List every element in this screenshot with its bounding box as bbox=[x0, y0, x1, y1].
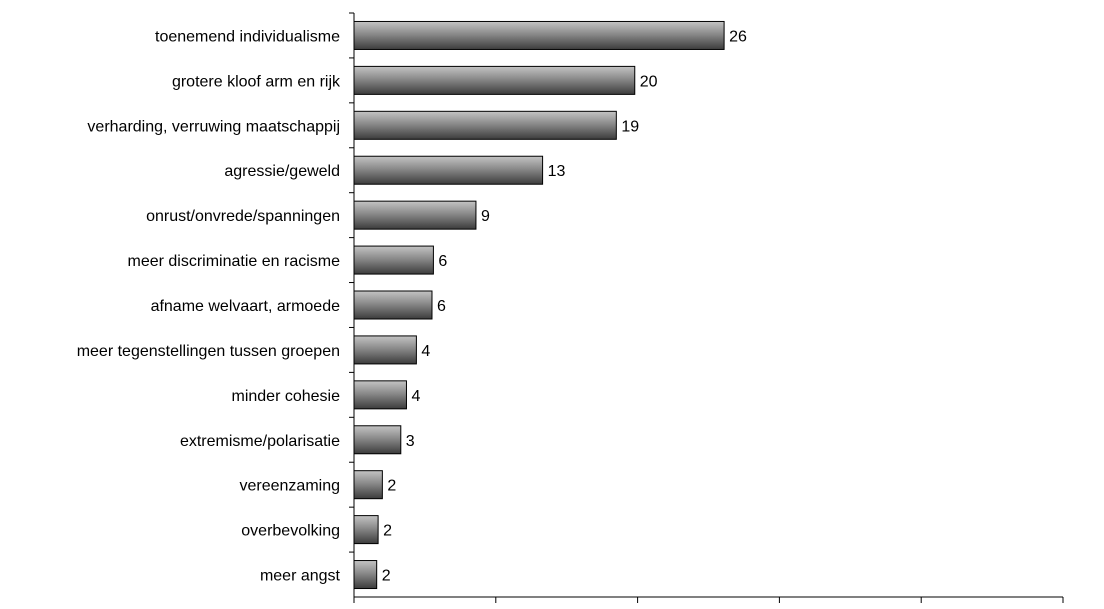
x-ticks: 01020304050 bbox=[353, 597, 1064, 603]
category-label: agressie/geweld bbox=[224, 163, 340, 180]
bar-10 bbox=[353, 470, 383, 500]
bar-9 bbox=[353, 425, 402, 455]
bar-11 bbox=[353, 515, 379, 545]
bar-8 bbox=[353, 380, 407, 410]
category-labels: toenemend individualisme grotere kloof ar… bbox=[77, 28, 341, 584]
bars-group bbox=[353, 20, 725, 590]
value-label: 13 bbox=[548, 163, 566, 180]
bar-2 bbox=[353, 110, 617, 140]
category-label: toenemend individualisme bbox=[155, 28, 340, 45]
category-label: afname welvaart, armoede bbox=[151, 298, 341, 315]
value-label: 2 bbox=[383, 523, 392, 540]
bar-0 bbox=[353, 20, 725, 50]
bar-6 bbox=[353, 290, 433, 320]
value-label: 2 bbox=[382, 568, 391, 585]
value-label: 26 bbox=[729, 28, 747, 45]
value-label: 6 bbox=[438, 253, 447, 270]
axes-group bbox=[349, 12, 1063, 598]
category-label: minder cohesie bbox=[232, 388, 341, 405]
value-label: 20 bbox=[640, 73, 658, 90]
category-label: grotere kloof arm en rijk bbox=[172, 73, 341, 90]
category-label: meer discriminatie en racisme bbox=[127, 253, 340, 270]
category-label: vereenzaming bbox=[240, 478, 341, 495]
category-label: meer angst bbox=[260, 568, 341, 585]
category-label: meer tegenstellingen tussen groepen bbox=[77, 343, 340, 360]
bar-3 bbox=[353, 155, 544, 185]
value-label: 6 bbox=[437, 298, 446, 315]
category-label: overbevolking bbox=[241, 523, 340, 540]
bar-4 bbox=[353, 200, 477, 230]
bar-7 bbox=[353, 335, 417, 365]
value-label: 2 bbox=[387, 478, 396, 495]
value-label: 19 bbox=[621, 118, 639, 135]
value-label: 3 bbox=[406, 433, 415, 450]
value-labels: 26 20 19 13 9 6 6 4 4 3 2 2 2 bbox=[382, 28, 747, 584]
value-label: 9 bbox=[481, 208, 490, 225]
bar-1 bbox=[353, 65, 636, 95]
value-label: 4 bbox=[421, 343, 430, 360]
bar-5 bbox=[353, 245, 434, 275]
category-label: onrust/onvrede/spanningen bbox=[146, 208, 340, 225]
category-label: verharding, verruwing maatschappij bbox=[87, 118, 340, 135]
bar-12 bbox=[353, 560, 378, 590]
category-label: extremisme/polarisatie bbox=[180, 433, 340, 450]
value-label: 4 bbox=[411, 388, 420, 405]
